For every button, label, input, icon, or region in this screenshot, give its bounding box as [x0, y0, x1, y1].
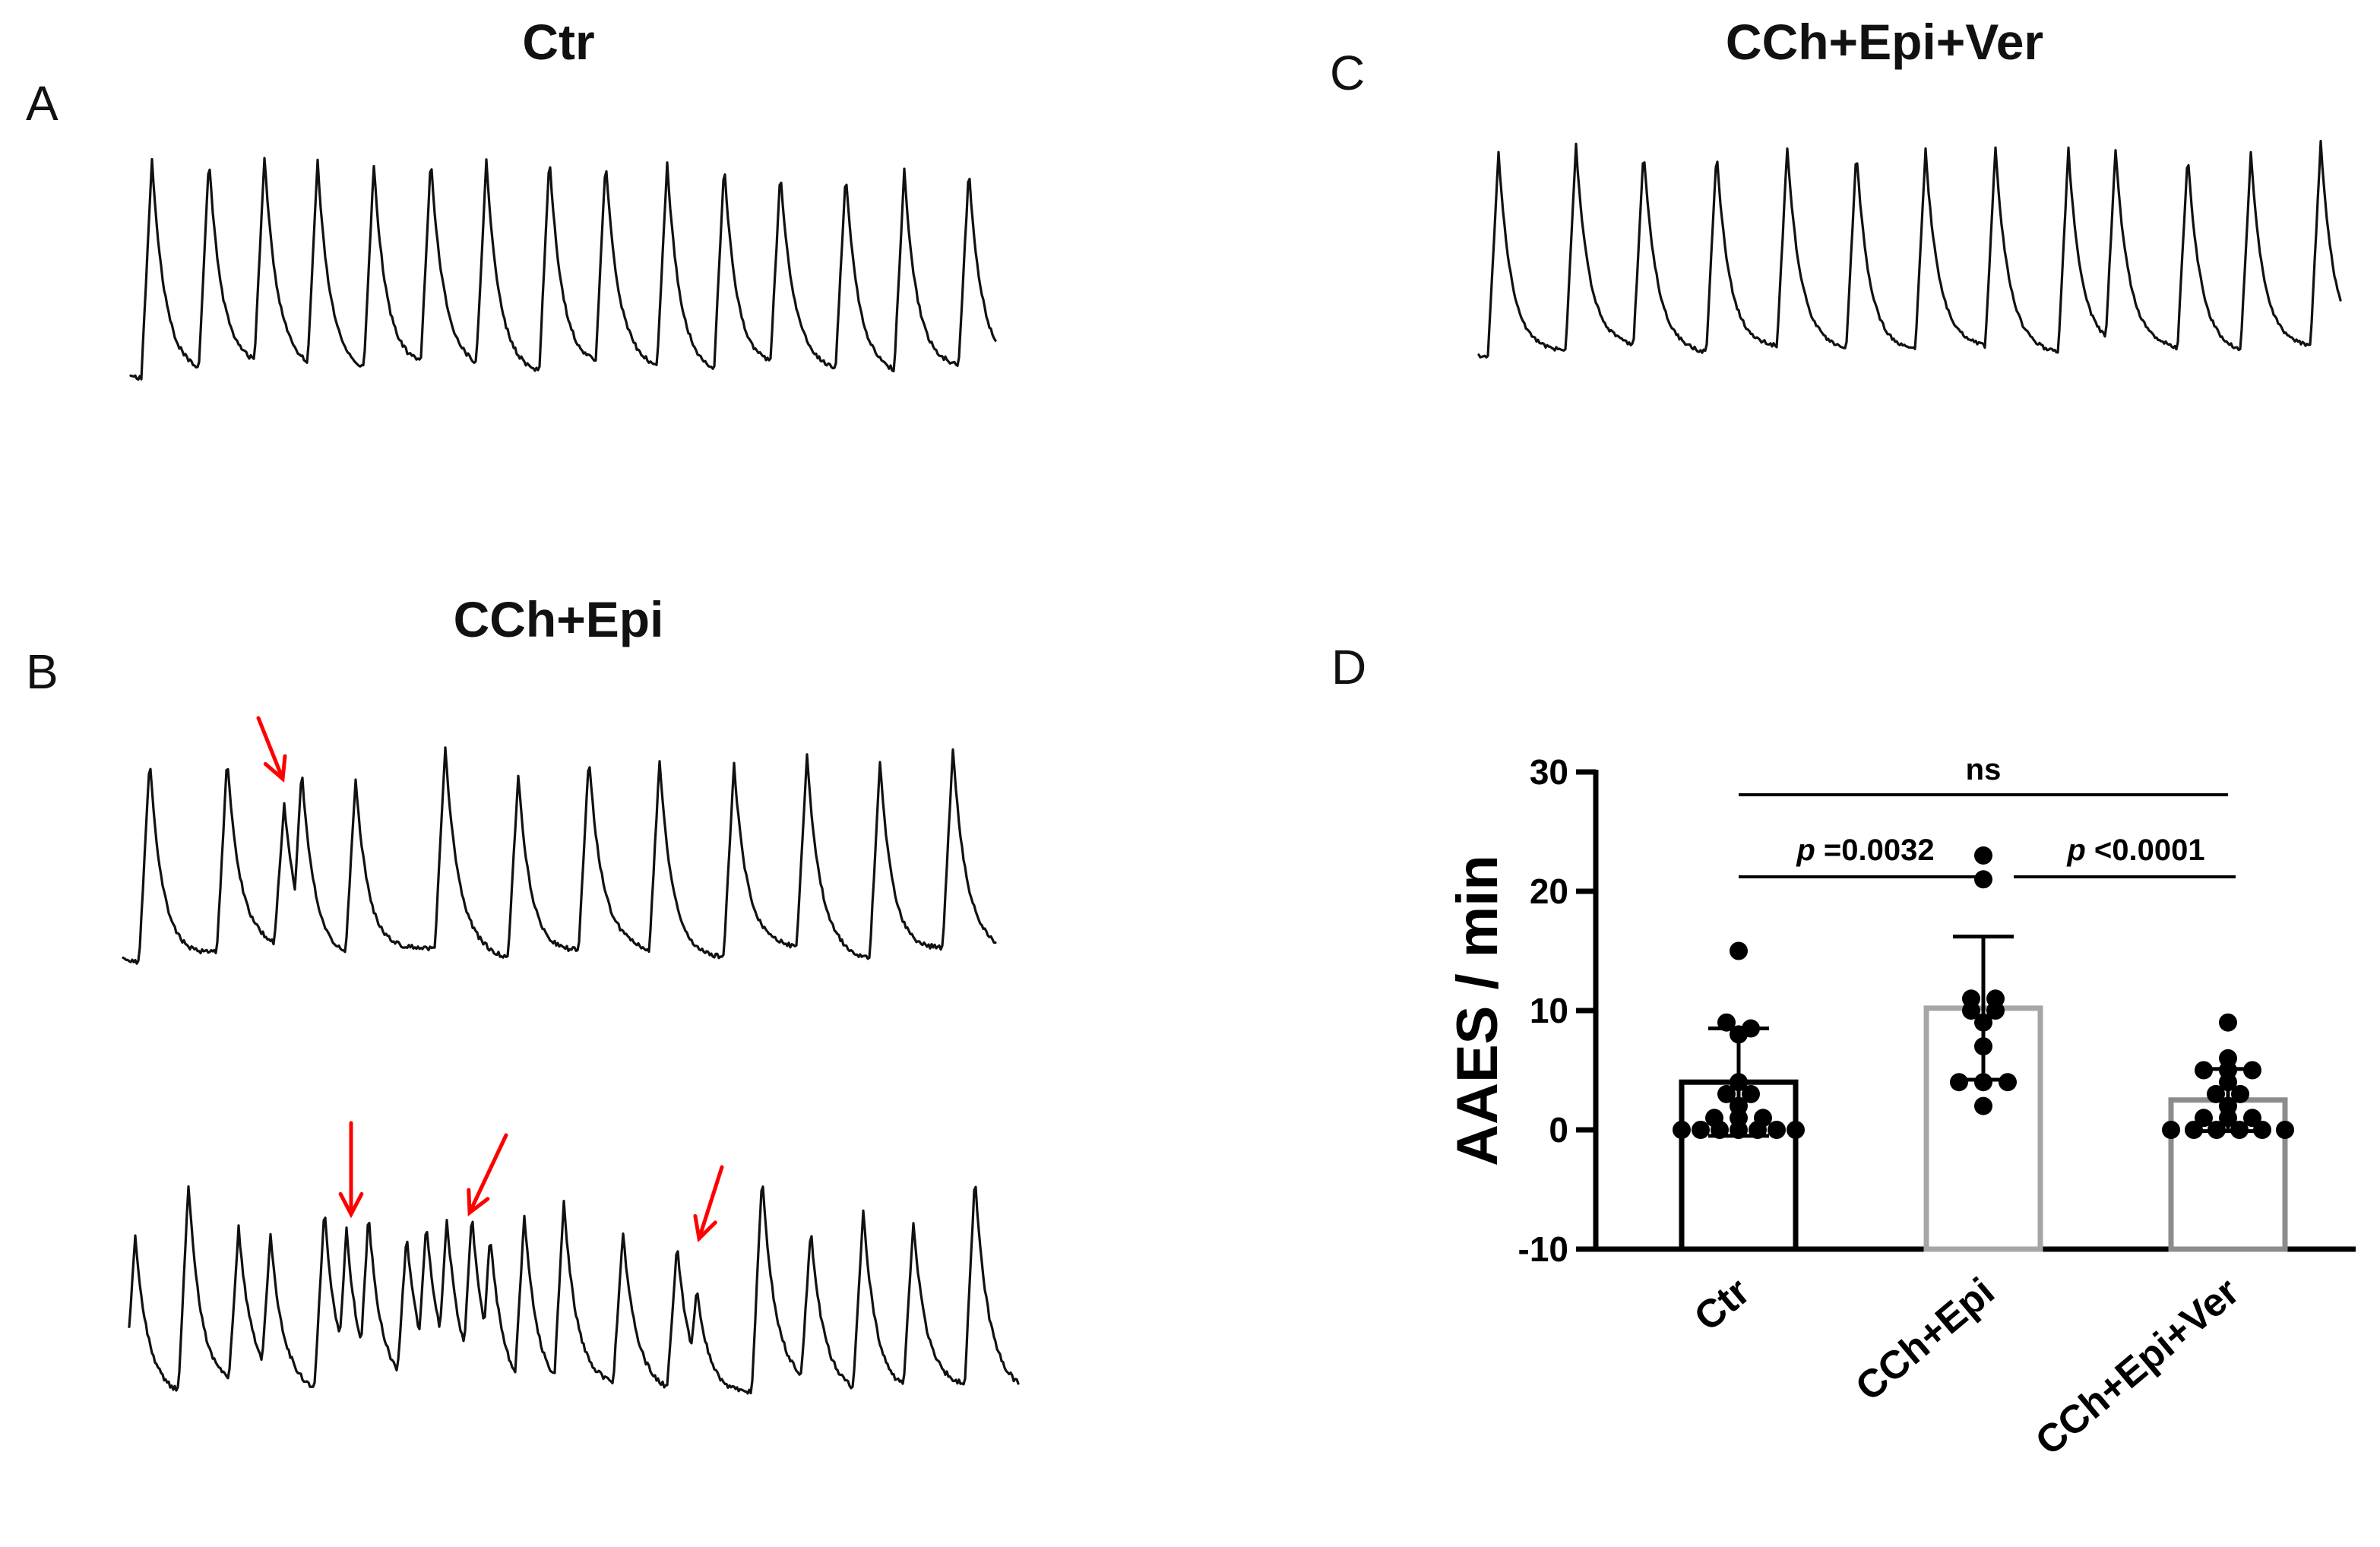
panel-d-letter: D [1331, 640, 1366, 694]
panel-a-letter: A [26, 76, 59, 131]
panel-d: D 30 20 10 0 -10 AAES / min Ctr CCh+Epi CCh+Epi+… [1331, 640, 2356, 1464]
data-point [1673, 1121, 1691, 1139]
data-point [1742, 1084, 1760, 1103]
data-point [2276, 1121, 2294, 1139]
ecg-trace-control [129, 157, 997, 381]
data-point [2253, 1121, 2271, 1139]
data-point [1962, 1001, 1980, 1020]
x-category-label: Ctr [1686, 1270, 1758, 1340]
data-point [1974, 870, 1992, 889]
ecg-trace-cch-epi-2 [128, 1185, 1020, 1395]
panel-c-title: CCh+Epi+Ver [1726, 14, 2043, 70]
panel-a: A Ctr [26, 14, 997, 381]
y-tick-label: 30 [1530, 752, 1568, 792]
panel-b-letter: B [26, 644, 59, 699]
panel-b-title: CCh+Epi [454, 591, 664, 647]
arrow-marker [338, 1121, 364, 1219]
data-point [1999, 1073, 2017, 1092]
x-category-label: CCh+Epi+Ver [2027, 1270, 2248, 1464]
data-point [2219, 1109, 2237, 1128]
data-point [1974, 1073, 1992, 1092]
data-point [1974, 1037, 1992, 1056]
significance-label-2: p <0.0001 [2066, 834, 2204, 867]
data-point [1974, 1013, 1992, 1032]
panel-b: B CCh+Epi [26, 591, 1020, 1395]
data-point [1768, 1121, 1786, 1139]
data-point [1974, 1096, 1992, 1115]
arrow-head [263, 754, 287, 783]
arrow-head [338, 1191, 364, 1219]
panel-c: C CCh+Epi+Ver [1330, 14, 2342, 359]
y-tick-label: 0 [1549, 1110, 1568, 1150]
arrow-shaft [256, 716, 285, 781]
data-point [1692, 1121, 1710, 1139]
arrow-head [467, 1188, 490, 1216]
data-point [1730, 1025, 1748, 1044]
bar-chart: 30 20 10 0 -10 AAES / min Ctr CCh+Epi CCh+Epi+Ve… [1445, 752, 2356, 1464]
data-point [1950, 1073, 1968, 1092]
panel-c-letter: C [1330, 46, 1365, 100]
data-point [2219, 1013, 2237, 1032]
bar-cch-epi [1923, 1005, 2043, 1252]
arrow-marker [693, 1165, 724, 1243]
y-tick-label: 10 [1530, 991, 1568, 1030]
data-point [1787, 1121, 1805, 1139]
data-point [2195, 1061, 2213, 1080]
arrow-shaft [697, 1165, 724, 1241]
data-point [1717, 1013, 1736, 1032]
data-point [2243, 1061, 2261, 1080]
data-point [1730, 1073, 1748, 1092]
data-point [1717, 1084, 1736, 1103]
significance-label-ns: ns [1966, 753, 2002, 786]
data-point [1730, 1121, 1748, 1139]
panel-a-title: Ctr [522, 14, 594, 70]
data-point [2230, 1121, 2249, 1139]
data-point [1749, 1121, 1767, 1139]
y-tick-label: 20 [1530, 872, 1568, 911]
x-category-label: CCh+Epi [1847, 1270, 2002, 1410]
data-point [2219, 1073, 2237, 1092]
data-point [2185, 1121, 2203, 1139]
arrow-marker [256, 716, 287, 783]
y-tick-label: -10 [1518, 1229, 1568, 1269]
data-point [2207, 1084, 2225, 1103]
ecg-trace-cch-epi-1 [122, 746, 997, 965]
arrhythmia-arrows [256, 716, 724, 1243]
arrow-marker [467, 1133, 508, 1216]
ecg-trace-cch-epi-ver [1477, 140, 2342, 359]
arrow-shaft [467, 1133, 508, 1215]
data-point [1730, 941, 1748, 960]
data-point [2162, 1121, 2180, 1139]
data-point [2208, 1121, 2226, 1139]
significance-label-1: p =0.0032 [1796, 834, 1934, 867]
data-point [1974, 846, 1992, 865]
data-point [1986, 1001, 2005, 1020]
y-axis-label: AAES / min [1445, 855, 1510, 1166]
data-point [1711, 1121, 1729, 1139]
data-point [2231, 1084, 2249, 1103]
arrow-head [693, 1213, 717, 1243]
